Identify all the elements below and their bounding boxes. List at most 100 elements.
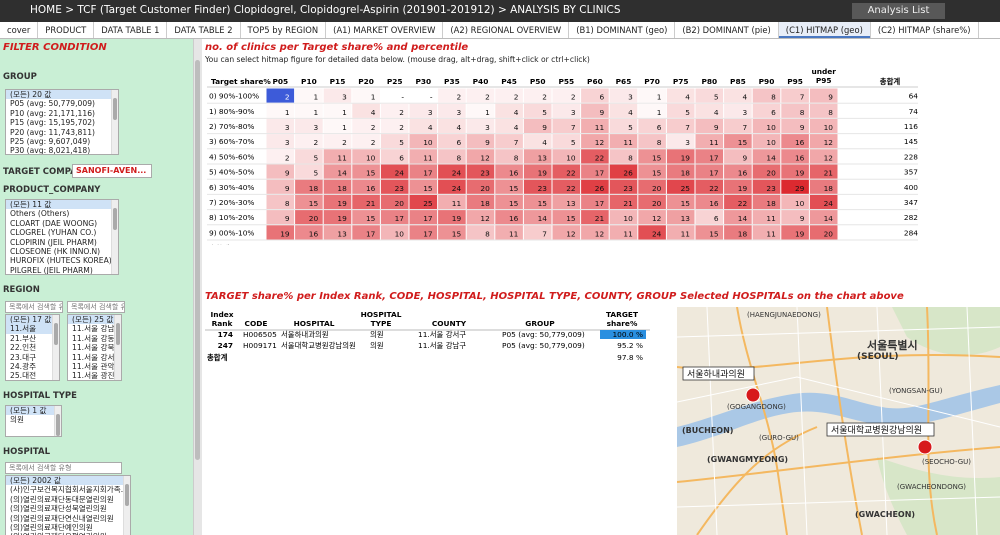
list-item[interactable]: HUROFIX (HUTECS KOREA)	[10, 256, 112, 266]
heat-cell[interactable]	[323, 179, 352, 194]
heat-cell[interactable]	[581, 103, 609, 118]
heat-cell[interactable]	[438, 194, 466, 210]
heat-cell[interactable]	[466, 210, 495, 225]
heat-cell[interactable]	[495, 179, 523, 194]
heat-cell[interactable]	[724, 103, 752, 118]
heat-cell[interactable]	[581, 118, 609, 134]
filter-list[interactable]: (모든) 20 값 P05 (avg: 50,779,009) P10 (avg: …	[5, 89, 119, 155]
heat-cell[interactable]	[523, 164, 552, 179]
heat-cell[interactable]	[295, 149, 323, 164]
heat-cell[interactable]	[552, 149, 581, 164]
heat-cell[interactable]	[638, 164, 666, 179]
tab[interactable]: TOP5 by REGION	[241, 22, 327, 38]
list-item[interactable]: P05 (avg: 50,779,009)	[10, 99, 95, 109]
heat-cell[interactable]	[409, 179, 438, 194]
list-item[interactable]: 11.서울 광진구	[72, 371, 122, 381]
heat-cell[interactable]	[724, 210, 752, 225]
heat-cell[interactable]	[323, 103, 352, 118]
heat-cell[interactable]	[609, 134, 638, 149]
heat-cell[interactable]	[781, 210, 809, 225]
heat-cell[interactable]	[781, 164, 809, 179]
list-item[interactable]: (모든) 11 값	[6, 200, 118, 210]
heat-cell[interactable]	[809, 149, 838, 164]
list-item[interactable]: 11.서울 관악구	[72, 362, 122, 372]
heat-cell[interactable]	[609, 149, 638, 164]
heat-cell[interactable]	[352, 88, 380, 103]
heat-cell[interactable]	[438, 164, 466, 179]
heat-cell[interactable]	[438, 149, 466, 164]
heat-cell[interactable]	[609, 179, 638, 194]
heat-cell[interactable]	[523, 134, 552, 149]
heat-cell[interactable]	[523, 179, 552, 194]
list-item[interactable]: CLOART (DAE WOONG)	[10, 218, 98, 228]
scroll-thumb[interactable]	[195, 60, 200, 460]
heat-cell[interactable]	[323, 134, 352, 149]
heat-cell[interactable]	[609, 194, 638, 210]
heat-cell[interactable]	[752, 164, 781, 179]
list-item[interactable]: 21.부산	[10, 333, 37, 343]
heat-cell[interactable]	[781, 103, 809, 118]
list-scrollbar[interactable]	[52, 315, 59, 380]
list-item[interactable]: P25 (avg: 9,607,049)	[10, 137, 91, 147]
tab[interactable]: (B1) DOMINANT (geo)	[569, 22, 676, 38]
heat-cell[interactable]	[523, 88, 552, 103]
heat-cell[interactable]	[352, 164, 380, 179]
breadcrumb[interactable]: HOME > TCF (Target Customer Finder) Clop…	[30, 4, 621, 16]
heat-cell[interactable]	[409, 149, 438, 164]
filter-list[interactable]: (모든) 2002 값 (사)인구보건복지협회서울지회가족... (의)열린의료재단…	[5, 475, 131, 535]
heat-cell[interactable]	[380, 134, 409, 149]
heat-cell[interactable]	[495, 118, 523, 134]
heat-cell[interactable]	[295, 164, 323, 179]
list-item[interactable]: 의원	[10, 415, 24, 425]
list-item[interactable]: P10 (avg: 21,171,116)	[10, 108, 95, 118]
heat-cell[interactable]	[552, 103, 581, 118]
heat-cell[interactable]	[409, 103, 438, 118]
heat-cell[interactable]	[581, 134, 609, 149]
heat-cell[interactable]	[266, 149, 295, 164]
heat-cell[interactable]	[581, 194, 609, 210]
heat-cell[interactable]	[581, 210, 609, 225]
heat-cell[interactable]	[352, 103, 380, 118]
list-item[interactable]: 22.인천	[10, 343, 37, 353]
heat-cell[interactable]	[609, 118, 638, 134]
heat-cell[interactable]	[609, 103, 638, 118]
heat-cell[interactable]	[352, 179, 380, 194]
heat-cell[interactable]	[438, 210, 466, 225]
heat-cell[interactable]	[809, 179, 838, 194]
heat-cell[interactable]	[295, 103, 323, 118]
heat-cell[interactable]	[781, 194, 809, 210]
heat-cell[interactable]	[295, 225, 323, 240]
heat-cell[interactable]	[581, 225, 609, 240]
heat-cell[interactable]	[638, 88, 666, 103]
heat-cell[interactable]	[781, 134, 809, 149]
heat-cell[interactable]	[638, 103, 666, 118]
heat-cell[interactable]	[724, 225, 752, 240]
list-item[interactable]: 23.대구	[10, 352, 37, 362]
heat-cell[interactable]	[695, 134, 724, 149]
heat-cell[interactable]	[409, 225, 438, 240]
filter-list[interactable]: (모든) 25 값 11.서울 강남구 11.서울 강동구 11.서울 강북구 11.서…	[67, 314, 122, 381]
heat-cell[interactable]	[266, 210, 295, 225]
heat-cell[interactable]	[695, 164, 724, 179]
heat-cell[interactable]	[581, 149, 609, 164]
list-item[interactable]: P30 (avg: 8,021,418)	[10, 146, 91, 155]
heat-cell[interactable]	[380, 164, 409, 179]
heat-cell[interactable]	[380, 210, 409, 225]
heat-cell[interactable]	[609, 225, 638, 240]
list-item[interactable]: P20 (avg: 11,743,811)	[10, 127, 95, 137]
heat-cell[interactable]	[724, 88, 752, 103]
heat-cell[interactable]	[495, 134, 523, 149]
heat-cell[interactable]	[380, 225, 409, 240]
heat-cell[interactable]	[495, 225, 523, 240]
heat-cell[interactable]	[809, 88, 838, 103]
list-scrollbar[interactable]	[114, 315, 121, 380]
heat-cell[interactable]	[695, 179, 724, 194]
list-item[interactable]: 11.서울 강서구	[72, 352, 122, 362]
list-item[interactable]: (모든) 2002 값	[6, 476, 130, 486]
heat-cell[interactable]	[724, 118, 752, 134]
heat-cell[interactable]	[409, 210, 438, 225]
heat-cell[interactable]	[552, 210, 581, 225]
heat-cell[interactable]	[809, 225, 838, 240]
heat-cell[interactable]	[352, 118, 380, 134]
heat-cell[interactable]	[724, 134, 752, 149]
